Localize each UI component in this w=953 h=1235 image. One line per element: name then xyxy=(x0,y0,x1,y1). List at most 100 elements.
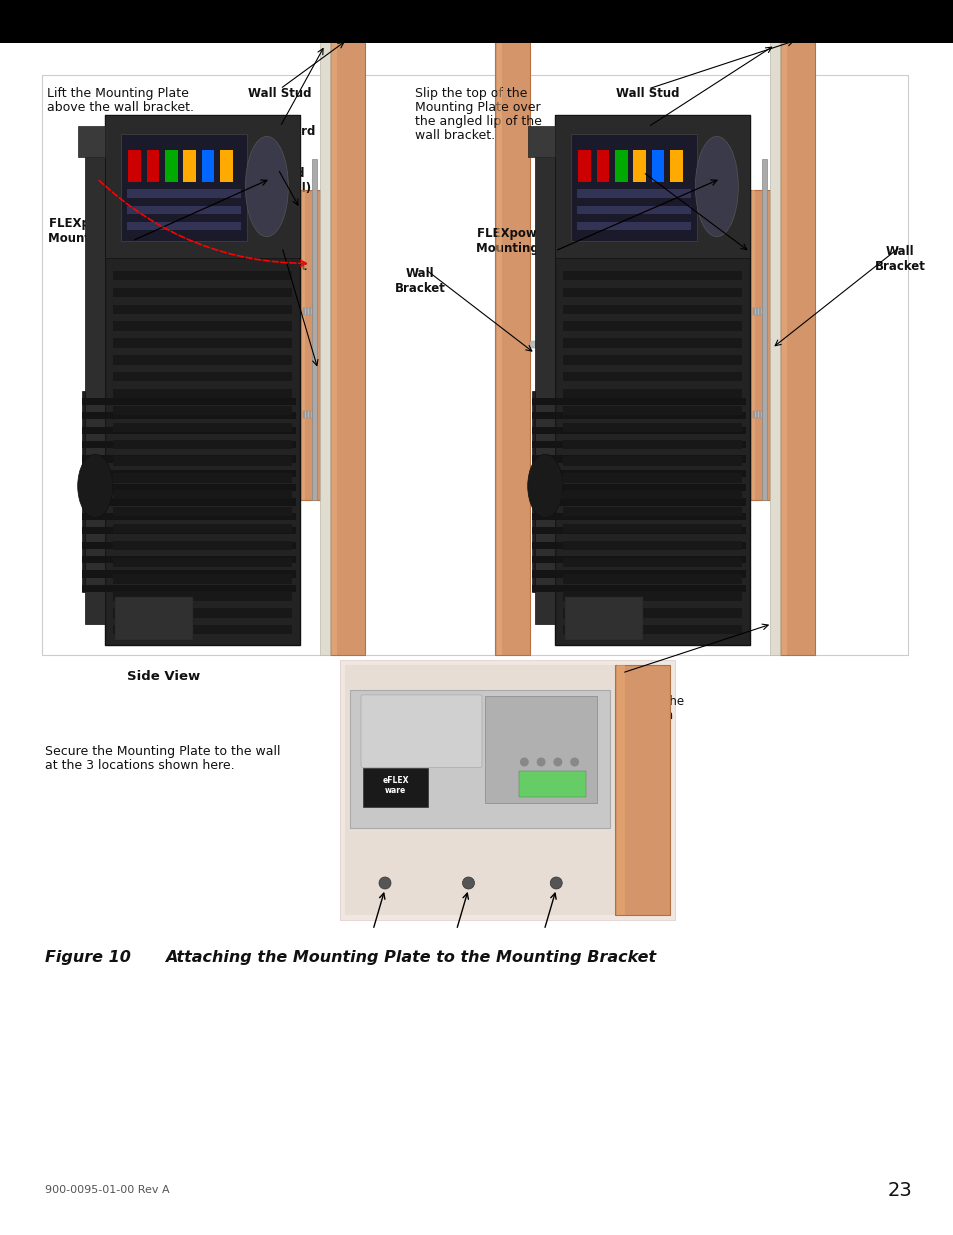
Bar xyxy=(531,542,745,548)
Bar xyxy=(82,390,295,592)
Bar xyxy=(303,309,305,315)
Text: below.: below. xyxy=(568,722,605,736)
Bar xyxy=(527,126,555,157)
Bar xyxy=(562,508,741,516)
Bar xyxy=(220,149,233,182)
Bar xyxy=(77,126,105,157)
Bar xyxy=(306,309,308,315)
Bar xyxy=(562,440,741,448)
Text: Plywood
(Optional): Plywood (Optional) xyxy=(244,167,312,195)
Bar xyxy=(339,659,675,920)
Text: Attaching the Mounting Plate to the Mounting Bracket: Attaching the Mounting Plate to the Moun… xyxy=(165,950,656,965)
Text: FLEXpower ONE
Mounting Plate*: FLEXpower ONE Mounting Plate* xyxy=(49,217,155,245)
Bar xyxy=(330,35,365,655)
Bar xyxy=(562,457,741,466)
Bar xyxy=(495,35,530,655)
Text: Wall Stud: Wall Stud xyxy=(616,86,679,100)
Bar xyxy=(570,133,697,241)
Bar xyxy=(633,149,645,182)
Bar xyxy=(303,309,312,315)
Bar xyxy=(759,309,760,315)
Text: Figure 10: Figure 10 xyxy=(45,950,131,965)
Text: the angled lip of the: the angled lip of the xyxy=(415,115,541,128)
Text: Secure the Mounting Plate to the wall: Secure the Mounting Plate to the wall xyxy=(45,745,280,758)
Bar xyxy=(617,664,624,915)
Bar xyxy=(531,441,745,448)
Bar xyxy=(82,585,295,592)
Bar xyxy=(752,309,754,315)
Bar xyxy=(0,0,953,43)
Bar xyxy=(562,490,741,499)
Bar xyxy=(42,75,907,655)
Bar xyxy=(112,490,292,499)
Bar xyxy=(562,541,741,550)
Bar xyxy=(562,372,741,382)
Bar xyxy=(112,508,292,516)
Bar xyxy=(120,133,247,241)
Bar xyxy=(306,411,308,417)
Bar xyxy=(363,768,428,806)
Bar xyxy=(112,372,292,382)
Bar xyxy=(82,484,295,492)
Bar xyxy=(112,356,292,364)
Bar xyxy=(350,690,609,827)
Circle shape xyxy=(378,877,391,889)
Bar xyxy=(531,390,745,592)
Bar xyxy=(82,398,295,405)
Bar xyxy=(82,426,295,433)
Bar xyxy=(577,221,690,230)
Bar xyxy=(128,149,141,182)
Bar xyxy=(562,389,741,399)
Bar xyxy=(669,149,682,182)
Bar xyxy=(535,136,555,624)
Bar xyxy=(564,598,642,640)
Bar xyxy=(497,35,501,655)
Ellipse shape xyxy=(527,454,562,517)
Bar xyxy=(112,321,292,331)
Bar xyxy=(555,115,749,645)
Bar xyxy=(531,585,745,592)
Circle shape xyxy=(537,757,545,767)
Text: Wall board: Wall board xyxy=(244,125,315,138)
Bar xyxy=(183,149,195,182)
Text: Wall
Bracket: Wall Bracket xyxy=(395,267,445,295)
Bar xyxy=(112,473,292,483)
Text: Installation: Installation xyxy=(827,14,919,31)
Bar xyxy=(147,149,159,182)
Circle shape xyxy=(519,757,528,767)
Bar xyxy=(112,524,292,534)
Text: Wall Stud: Wall Stud xyxy=(248,86,312,100)
Bar xyxy=(112,541,292,550)
Bar xyxy=(752,309,761,315)
Bar xyxy=(615,149,627,182)
Bar xyxy=(577,189,690,198)
Circle shape xyxy=(550,877,561,889)
Bar xyxy=(562,625,741,635)
Bar xyxy=(562,305,741,314)
Bar xyxy=(531,398,745,405)
Bar xyxy=(562,557,741,567)
Bar xyxy=(312,159,316,500)
Bar xyxy=(651,149,663,182)
Bar xyxy=(112,440,292,448)
Bar xyxy=(752,411,754,417)
Bar xyxy=(485,695,597,803)
Circle shape xyxy=(553,757,561,767)
Text: Mounting Plate over: Mounting Plate over xyxy=(415,101,540,114)
Text: eFLEX
ware: eFLEX ware xyxy=(382,776,408,795)
Bar xyxy=(562,356,741,364)
Ellipse shape xyxy=(77,454,112,517)
Bar xyxy=(531,556,745,563)
Text: Plywood
(Optional): Plywood (Optional) xyxy=(614,170,680,198)
Text: 23: 23 xyxy=(886,1181,911,1199)
Bar xyxy=(82,571,295,578)
Bar xyxy=(127,221,241,230)
Bar xyxy=(302,190,305,500)
Bar xyxy=(332,35,337,655)
Bar xyxy=(82,527,295,535)
Bar xyxy=(112,625,292,635)
Bar xyxy=(201,149,214,182)
Bar xyxy=(309,411,311,417)
Bar xyxy=(112,389,292,399)
Bar xyxy=(112,305,292,314)
